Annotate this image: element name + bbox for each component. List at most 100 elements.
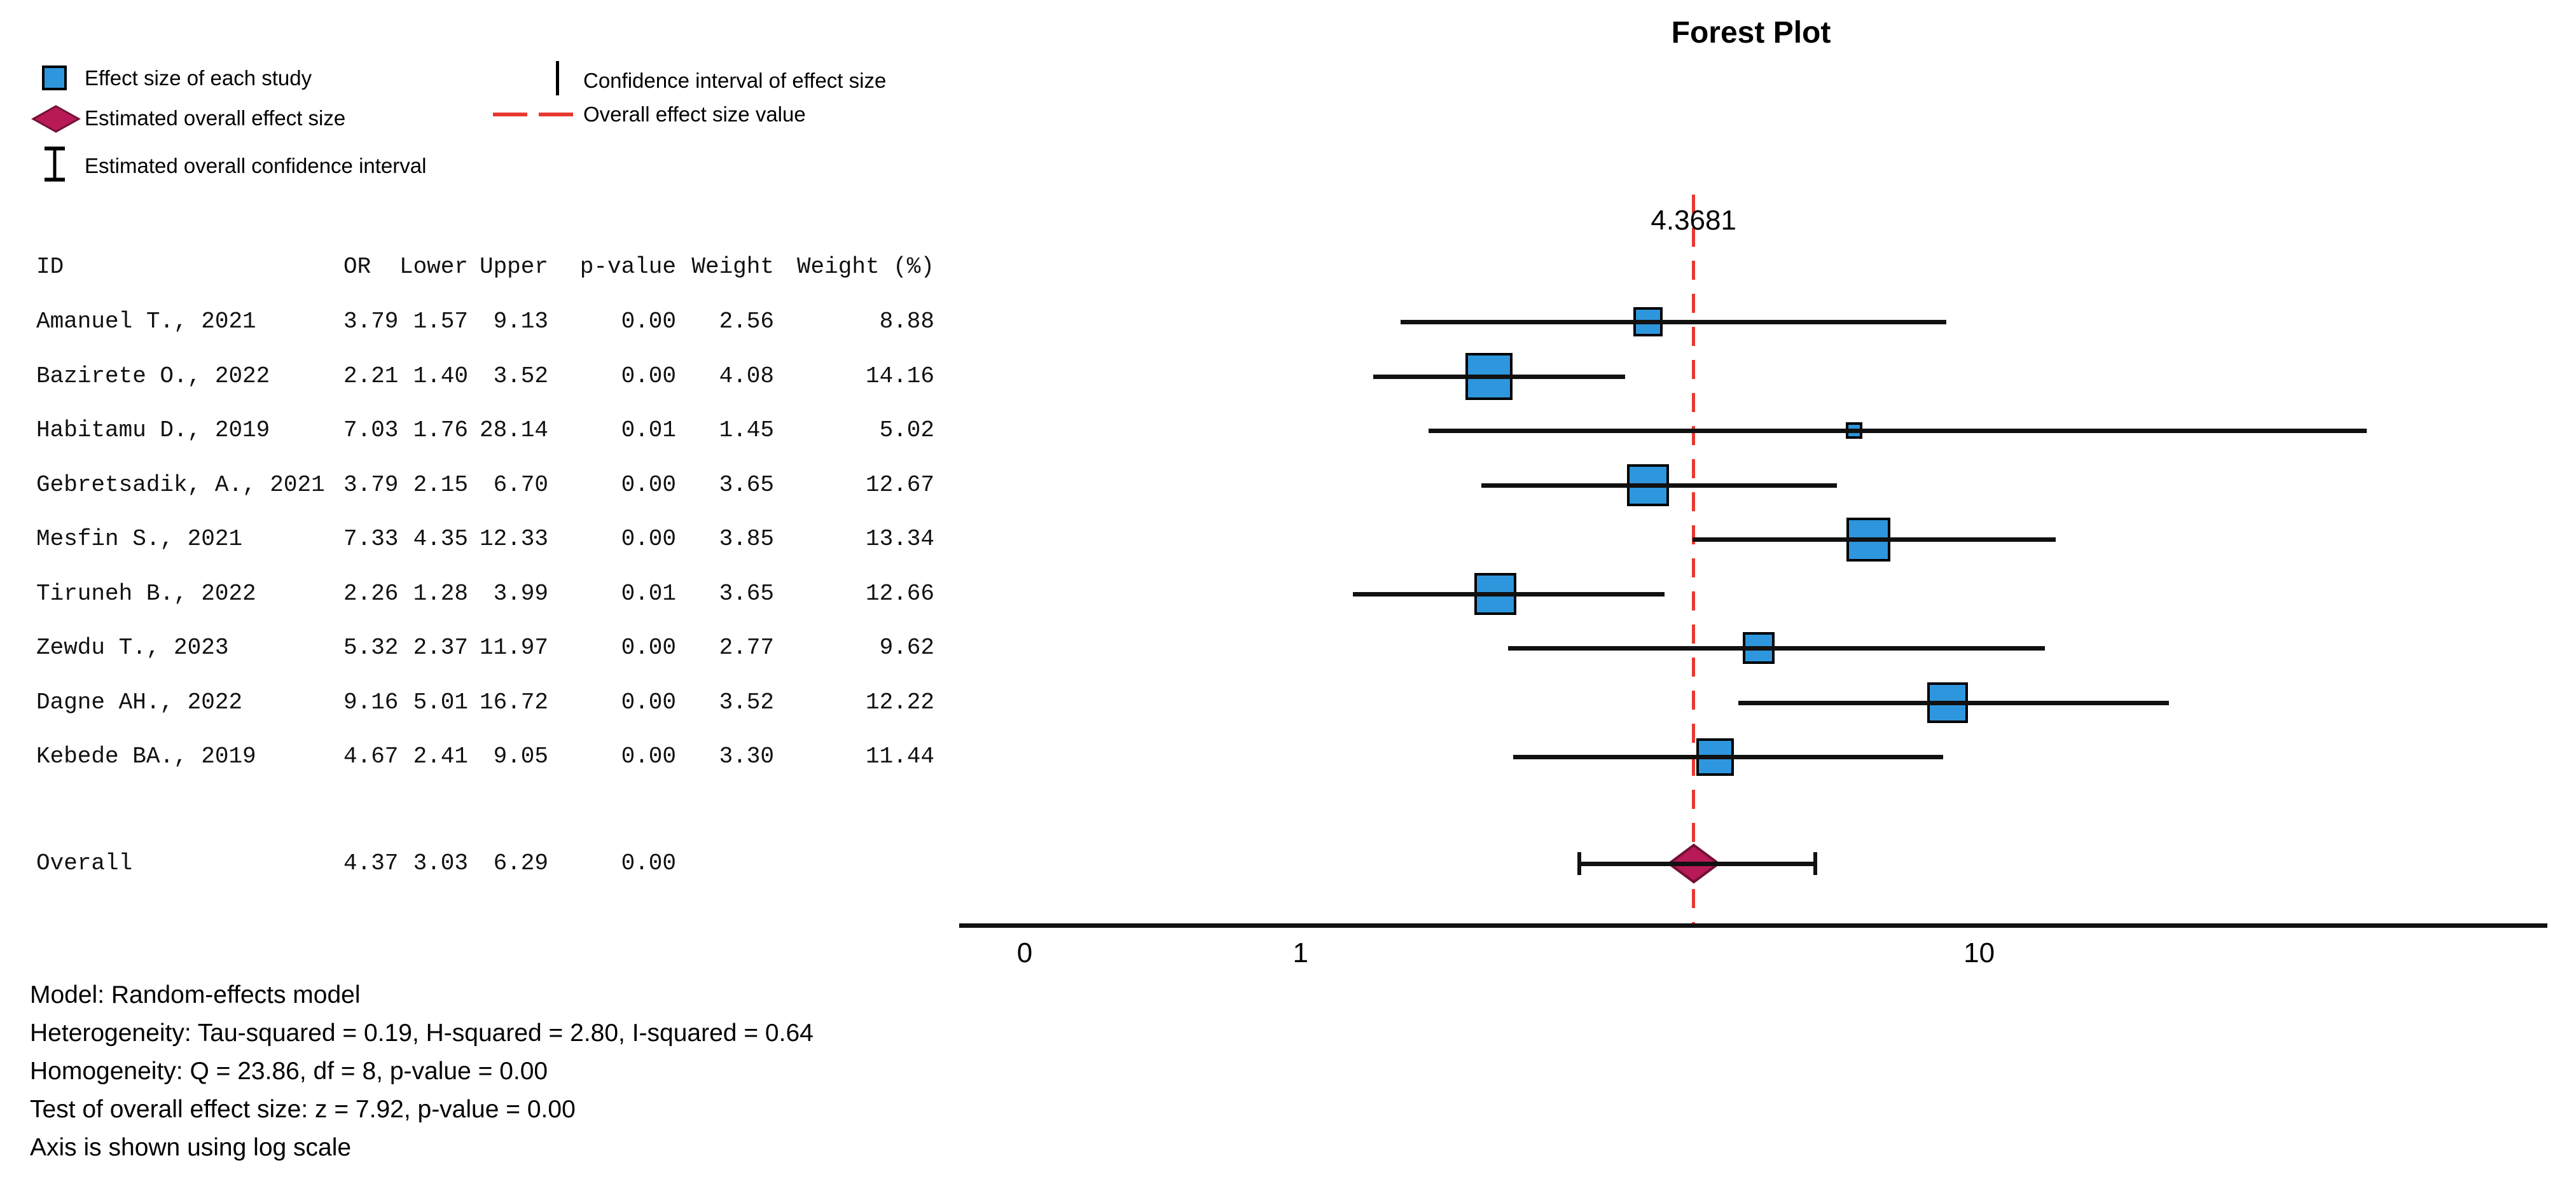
cell-p-value: 0.00	[621, 472, 676, 498]
cell-upper: 9.05	[493, 743, 548, 769]
cell-weight-pct: 12.22	[865, 689, 934, 715]
ci-line	[1738, 701, 2170, 705]
cell-or: 2.21	[343, 363, 399, 389]
cell-weight: 3.65	[719, 581, 774, 607]
table-row: Tiruneh B., 2022 2.26 1.28 3.99 0.01 3.65 12.6…	[36, 580, 934, 608]
cell-weight-pct: 8.88	[879, 308, 934, 334]
cell-weight: 1.45	[719, 417, 774, 443]
cell-id: Amanuel T., 2021	[36, 308, 256, 334]
cell-upper: 11.97	[479, 635, 548, 661]
note-heterogeneity: Heterogeneity: Tau-squared = 0.19, H-squ…	[30, 1019, 814, 1047]
table-row: Dagne AH., 2022 9.16 5.01 16.72 0.00 3.52 12.2…	[36, 689, 934, 717]
cell-weight-pct: 11.44	[865, 743, 934, 769]
cell-or: 7.33	[343, 526, 399, 552]
cell-id: Gebretsadik, A., 2021	[36, 472, 325, 498]
cell-p-value: 0.00	[621, 850, 676, 876]
cell-lower: 2.37	[413, 635, 468, 661]
cell-upper: 3.99	[493, 581, 548, 607]
cell-weight	[676, 850, 774, 878]
cell-weight: 3.65	[719, 472, 774, 498]
ci-line	[1429, 429, 2367, 433]
x-axis-line	[959, 923, 2547, 928]
cell-weight-pct: 12.66	[865, 581, 934, 607]
axis-tick-label: 10	[1963, 937, 1995, 969]
col-header-lower: Lower	[399, 254, 468, 280]
cell-weight-pct: 5.02	[879, 417, 934, 443]
note-homogeneity: Homogeneity: Q = 23.86, df = 8, p-value …	[30, 1058, 548, 1085]
overall-ci-line	[1579, 862, 1816, 866]
table-row-overall: Overall 4.37 3.03 6.29 0.00	[36, 850, 934, 878]
cell-weight-pct	[774, 850, 934, 878]
cell-id: Mesfin S., 2021	[36, 526, 243, 552]
i-bar-icon	[45, 146, 65, 182]
legend-item-ci-effect-size: Confidence interval of effect size	[583, 69, 887, 92]
col-header-or: OR	[343, 254, 371, 280]
cell-weight-pct: 14.16	[865, 363, 934, 389]
cell-id: Tiruneh B., 2022	[36, 581, 256, 607]
cell-p-value: 0.01	[621, 581, 676, 607]
table-header: ID OR Lower Upper p-value Weight Weight …	[36, 253, 934, 281]
cell-upper: 6.29	[493, 850, 548, 876]
cell-or: 9.16	[343, 689, 399, 715]
cell-weight-pct: 13.34	[865, 526, 934, 552]
cell-p-value: 0.00	[621, 363, 676, 389]
model-notes: Model: Random-effects model Heterogeneit…	[30, 976, 814, 1167]
axis-tick-label: 0	[1016, 937, 1033, 969]
overall-diamond-icon	[31, 105, 81, 133]
cell-p-value: 0.00	[621, 526, 676, 552]
ci-line	[1508, 646, 2045, 651]
table-row: Gebretsadik, A., 2021 3.79 2.15 6.70 0.00 3.6…	[36, 471, 934, 499]
cell-weight: 3.30	[719, 743, 774, 769]
legend-item-overall-value: Overall effect size value	[583, 102, 806, 126]
note-model: Model: Random-effects model	[30, 981, 361, 1009]
table-row: Mesfin S., 2021 7.33 4.35 12.33 0.00 3.85 13.3…	[36, 525, 934, 553]
cell-or: 4.37	[343, 850, 399, 876]
ci-line	[1373, 375, 1626, 379]
table-row: Amanuel T., 2021 3.79 1.57 9.13 0.00 2.56 8.88	[36, 308, 934, 336]
vertical-line-icon	[556, 61, 559, 95]
overall-value-dashed-line	[1692, 195, 1696, 925]
cell-weight: 3.52	[719, 689, 774, 715]
red-dash-icon	[493, 113, 527, 116]
note-axis-scale: Axis is shown using log scale	[30, 1134, 352, 1161]
legend-item-effect-size: Effect size of each study	[85, 66, 312, 90]
axis-tick-label: 1	[1292, 937, 1309, 969]
cell-lower: 3.03	[413, 850, 468, 876]
ci-line	[1400, 320, 1947, 324]
cell-upper: 12.33	[479, 526, 548, 552]
cell-id: Overall	[36, 850, 133, 876]
table-row: Bazirete O., 2022 2.21 1.40 3.52 0.00 4.08 14.…	[36, 362, 934, 390]
cell-lower: 1.76	[413, 417, 468, 443]
cell-lower: 1.28	[413, 581, 468, 607]
ci-line	[1692, 537, 2056, 542]
legend-item-overall-effect: Estimated overall effect size	[85, 106, 346, 130]
ci-line	[1481, 483, 1838, 488]
cell-id: Kebede BA., 2019	[36, 743, 256, 769]
cell-upper: 3.52	[493, 363, 548, 389]
cell-or: 7.03	[343, 417, 399, 443]
cell-lower: 4.35	[413, 526, 468, 552]
overall-ci-cap-left	[1577, 852, 1582, 875]
cell-id: Dagne AH., 2022	[36, 689, 243, 715]
col-header-weight: Weight	[691, 254, 774, 280]
cell-or: 5.32	[343, 635, 399, 661]
cell-p-value: 0.01	[621, 417, 676, 443]
cell-weight: 2.77	[719, 635, 774, 661]
cell-p-value: 0.00	[621, 635, 676, 661]
cell-weight: 2.56	[719, 308, 774, 334]
page-title: Forest Plot	[1671, 16, 1831, 50]
cell-id: Zewdu T., 2023	[36, 635, 229, 661]
red-dash-icon	[539, 113, 573, 116]
note-overall-test: Test of overall effect size: z = 7.92, p…	[30, 1096, 576, 1123]
overall-value-label: 4.3681	[1651, 205, 1736, 236]
cell-lower: 2.15	[413, 472, 468, 498]
table-row: Zewdu T., 2023 5.32 2.37 11.97 0.00 2.77 9.62	[36, 634, 934, 662]
cell-upper: 28.14	[479, 417, 548, 443]
cell-or: 3.79	[343, 472, 399, 498]
col-header-p-value: p-value	[579, 254, 676, 280]
cell-upper: 6.70	[493, 472, 548, 498]
cell-weight-pct: 9.62	[879, 635, 934, 661]
cell-lower: 5.01	[413, 689, 468, 715]
blue-square-icon	[42, 66, 67, 90]
